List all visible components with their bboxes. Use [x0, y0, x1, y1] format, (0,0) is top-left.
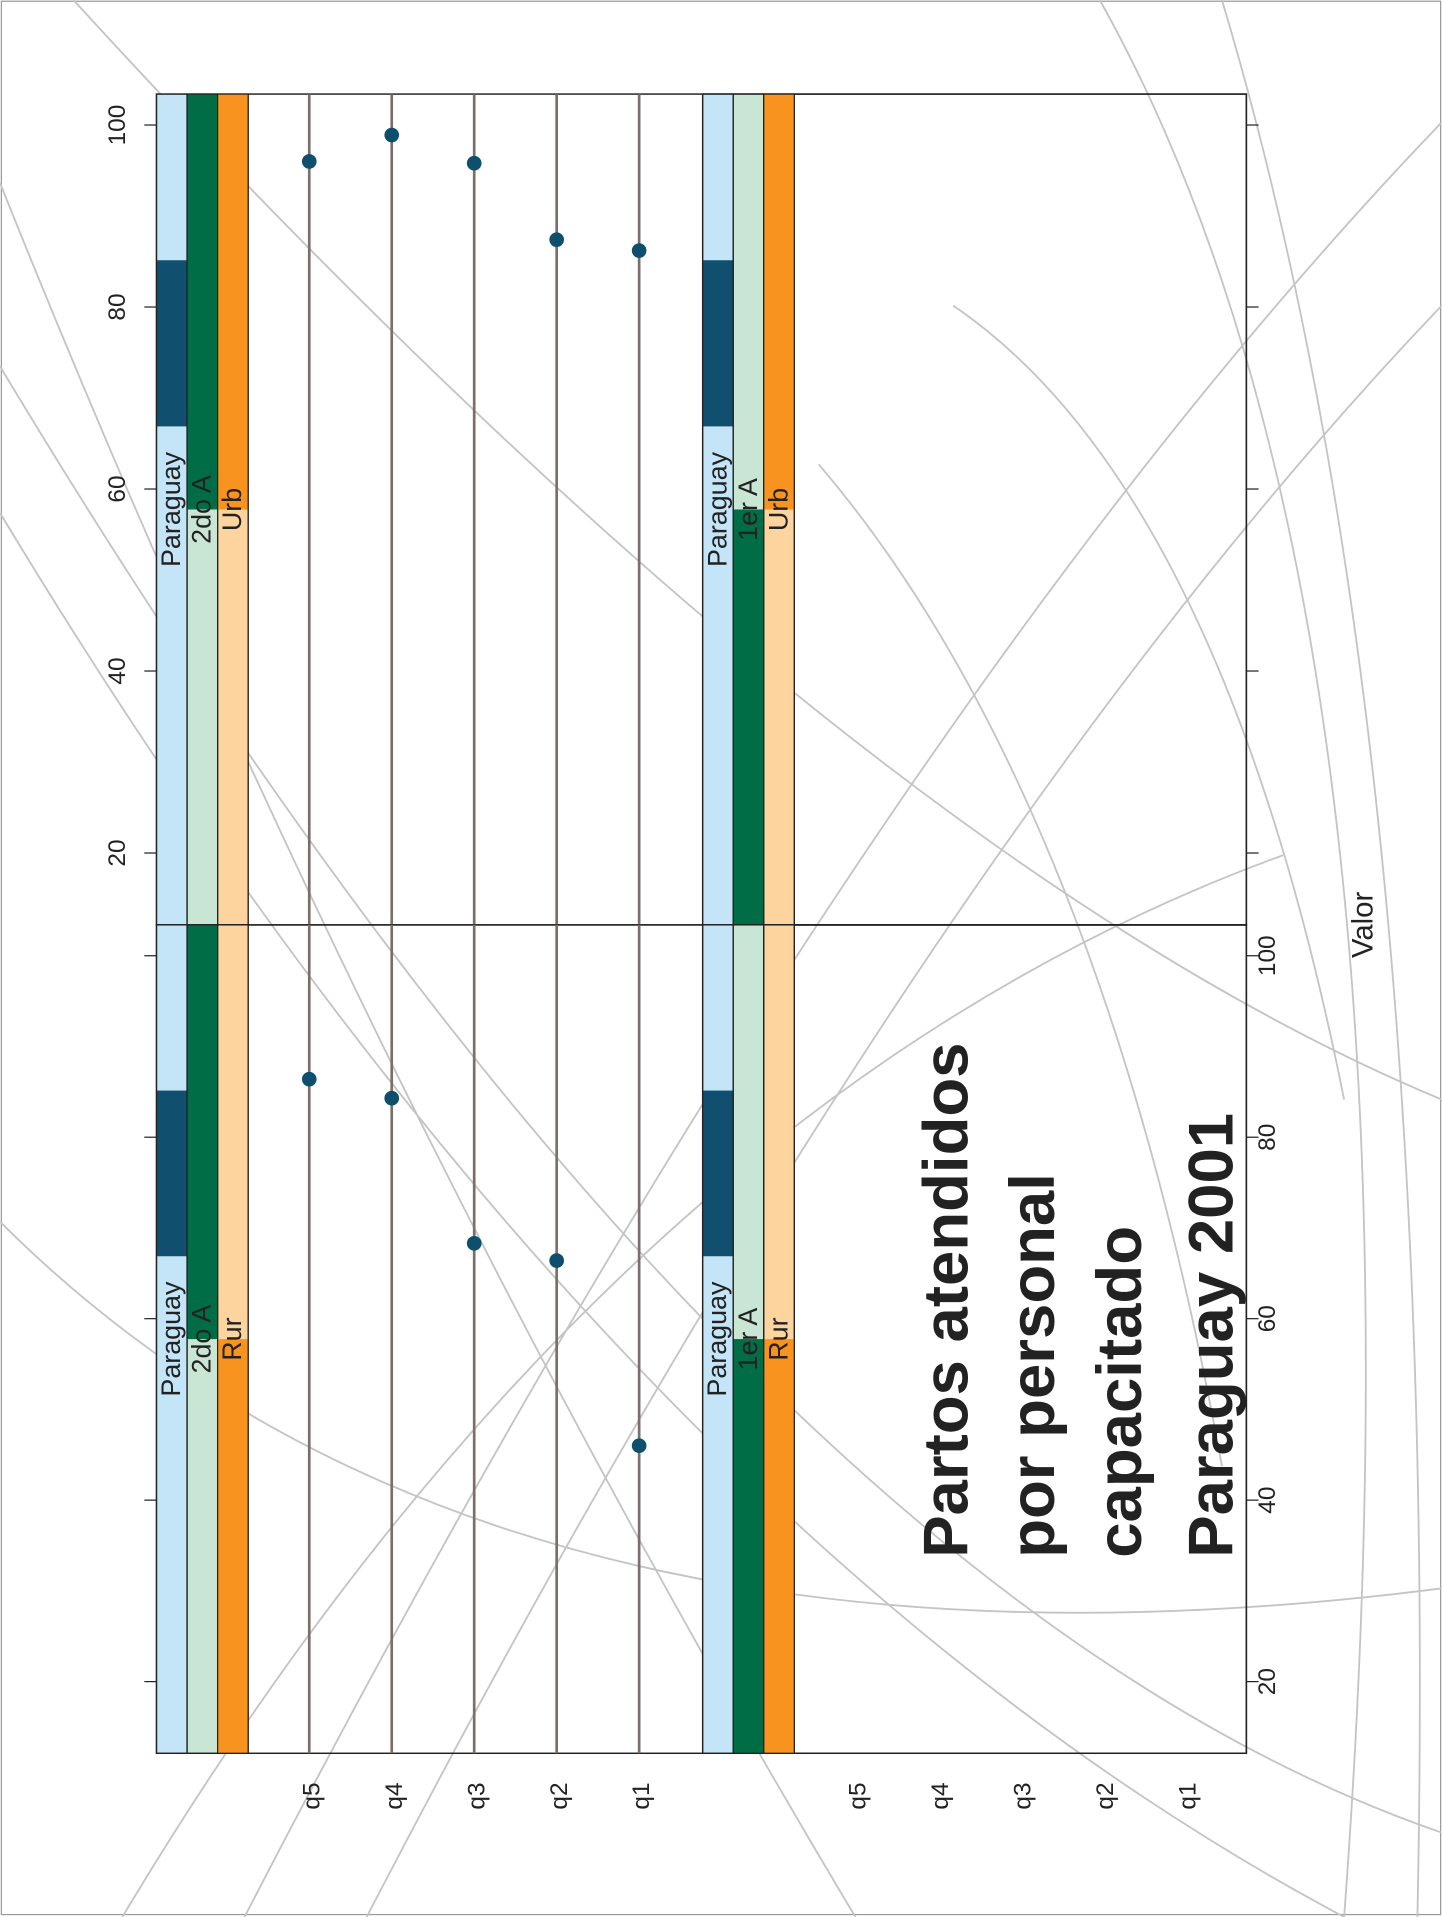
- strip-label: Paraguay: [156, 451, 186, 567]
- strip-label: Paraguay: [702, 1281, 732, 1397]
- strip-label: Urb: [763, 488, 793, 531]
- y-tick-label: q3: [1009, 1782, 1036, 1809]
- dot: [301, 154, 317, 169]
- x-tick-label: 40: [1254, 1487, 1281, 1514]
- dot: [631, 243, 647, 258]
- y-tick-label: q4: [927, 1782, 954, 1809]
- dot: [466, 1236, 482, 1251]
- y-tick-label: q4: [381, 1782, 408, 1809]
- strip-level: [733, 509, 764, 925]
- strip-level: [763, 1339, 795, 1754]
- strip-label: Rur: [763, 1317, 793, 1360]
- dot: [301, 1071, 317, 1087]
- strip-label: 2do A: [187, 1305, 217, 1374]
- x-tick-label: 20: [104, 839, 131, 866]
- strip-level: [217, 94, 249, 510]
- strip-label: 1er A: [733, 478, 763, 541]
- chart-title: por personal: [997, 1173, 1068, 1558]
- strip-level: [187, 94, 218, 510]
- chart-subtitle: Paraguay 2001: [1176, 1113, 1247, 1558]
- y-tick-label: q3: [463, 1782, 490, 1809]
- x-tick-label: 40: [104, 657, 131, 684]
- strip: [702, 924, 734, 1754]
- x-tick-label: 100: [1254, 935, 1281, 976]
- strip-label: 1er A: [733, 1308, 763, 1371]
- strip-level: [187, 924, 218, 1340]
- strip-level: [156, 1090, 188, 1257]
- y-tick-label: q2: [546, 1782, 573, 1809]
- y-tick-label: q5: [845, 1782, 872, 1809]
- strip-label: 2do A: [187, 475, 217, 544]
- dot: [384, 127, 400, 143]
- strip-level: [217, 1339, 249, 1754]
- strip-level: [156, 260, 188, 427]
- chart-title: Partos atendidos: [910, 1042, 981, 1557]
- strip-level: [702, 1090, 734, 1257]
- x-tick-label: 60: [104, 475, 131, 502]
- strip-level: [763, 94, 795, 510]
- dot: [631, 1438, 647, 1454]
- dot: [549, 1253, 564, 1268]
- strip-level: [733, 1339, 764, 1754]
- y-tick-label: q5: [298, 1782, 325, 1809]
- strip-label: Urb: [217, 488, 247, 531]
- y-tick-label: q1: [1174, 1782, 1201, 1809]
- strip-border: [763, 924, 795, 1754]
- strip-border: [217, 924, 249, 1754]
- dot: [549, 232, 564, 248]
- strip-label: Rur: [217, 1317, 247, 1360]
- dot: [466, 155, 482, 171]
- x-tick-label: 80: [104, 293, 131, 320]
- y-tick-label: q1: [628, 1782, 655, 1809]
- y-tick-label: q2: [1092, 1782, 1119, 1809]
- x-tick-label: 60: [1254, 1305, 1281, 1332]
- strip-label: Paraguay: [702, 451, 732, 567]
- x-tick-label: 100: [104, 105, 131, 146]
- x-tick-label: 20: [1254, 1668, 1281, 1695]
- strip-level: [702, 260, 734, 427]
- strip-label: Paraguay: [156, 1281, 186, 1397]
- chart-title: capacitado: [1084, 1226, 1155, 1558]
- x-axis-label: Valor: [1347, 892, 1380, 958]
- dot: [384, 1090, 400, 1106]
- x-tick-label: 80: [1254, 1124, 1281, 1151]
